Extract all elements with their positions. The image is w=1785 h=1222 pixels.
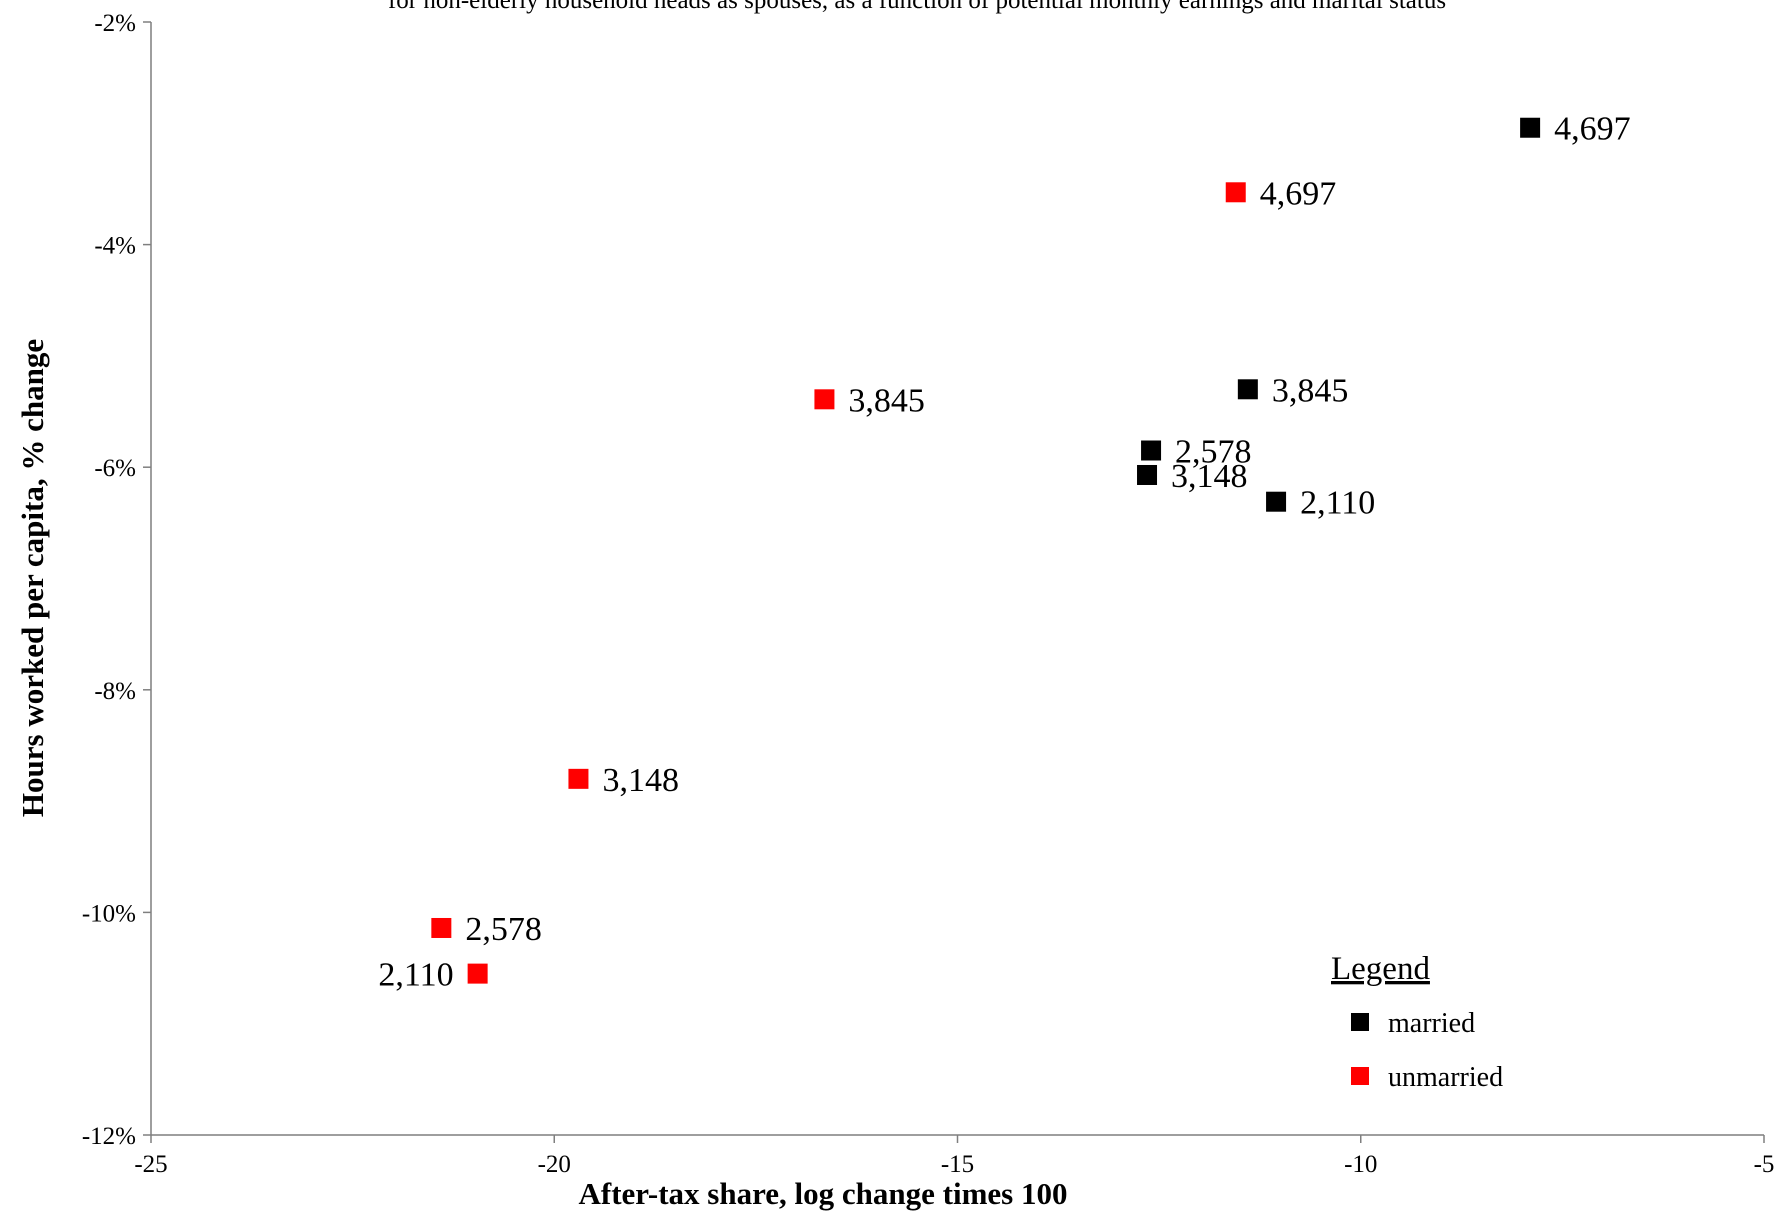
- y-tick-label: -10%: [82, 900, 136, 927]
- y-tick-label: -2%: [94, 10, 136, 37]
- y-tick-label: -6%: [94, 455, 136, 482]
- data-label: 4,697: [1554, 111, 1631, 148]
- data-label: 3,845: [848, 382, 925, 419]
- x-tick-label: -20: [538, 1151, 571, 1178]
- data-point-unmarried: [814, 389, 835, 410]
- data-point-unmarried: [1225, 182, 1246, 203]
- legend: Legend married unmarried: [1331, 951, 1503, 1093]
- data-point-married: [1141, 440, 1162, 461]
- data-label: 2,578: [1175, 434, 1252, 471]
- data-point-unmarried: [431, 917, 452, 938]
- data-label: 2,110: [1300, 485, 1375, 522]
- y-tick-label: -12%: [82, 1123, 136, 1150]
- legend-marker-married: [1351, 1013, 1369, 1031]
- data-label: 3,148: [1171, 458, 1248, 495]
- data-point-married: [1137, 464, 1158, 485]
- data-label: 3,148: [602, 762, 679, 799]
- data-point-married: [1266, 491, 1287, 512]
- data-point-unmarried: [467, 963, 488, 984]
- y-ticks: -12% -10% -8% -6% -4% -2%: [82, 10, 151, 1150]
- y-axis-title: Hours worked per capita, % change: [15, 339, 50, 817]
- x-tick-label: -25: [134, 1151, 167, 1178]
- x-tick-label: -10: [1344, 1151, 1377, 1178]
- x-ticks: -25 -20 -15 -10 -5: [134, 1135, 1774, 1178]
- x-tick-label: -15: [941, 1151, 974, 1178]
- legend-marker-unmarried: [1351, 1067, 1369, 1085]
- legend-label-unmarried: unmarried: [1388, 1062, 1503, 1093]
- legend-title: Legend: [1331, 951, 1430, 987]
- y-tick-label: -8%: [94, 678, 136, 705]
- data-label: 4,697: [1260, 175, 1337, 212]
- data-point-unmarried: [568, 768, 589, 789]
- data-point-married: [1237, 379, 1258, 400]
- data-label: 2,110: [378, 957, 453, 994]
- data-points: 4,6973,8452,5783,1482,1104,6973,8453,148…: [378, 111, 1630, 994]
- x-tick-label: -5: [1754, 1151, 1775, 1178]
- chart-title: for non-elderly household heads as spous…: [388, 0, 1446, 14]
- x-axis-title: After-tax share, log change times 100: [578, 1176, 1067, 1211]
- legend-label-married: married: [1388, 1008, 1475, 1039]
- y-tick-label: -4%: [94, 233, 136, 260]
- data-label: 3,845: [1272, 372, 1349, 409]
- data-point-married: [1520, 117, 1541, 138]
- data-label: 2,578: [465, 911, 541, 948]
